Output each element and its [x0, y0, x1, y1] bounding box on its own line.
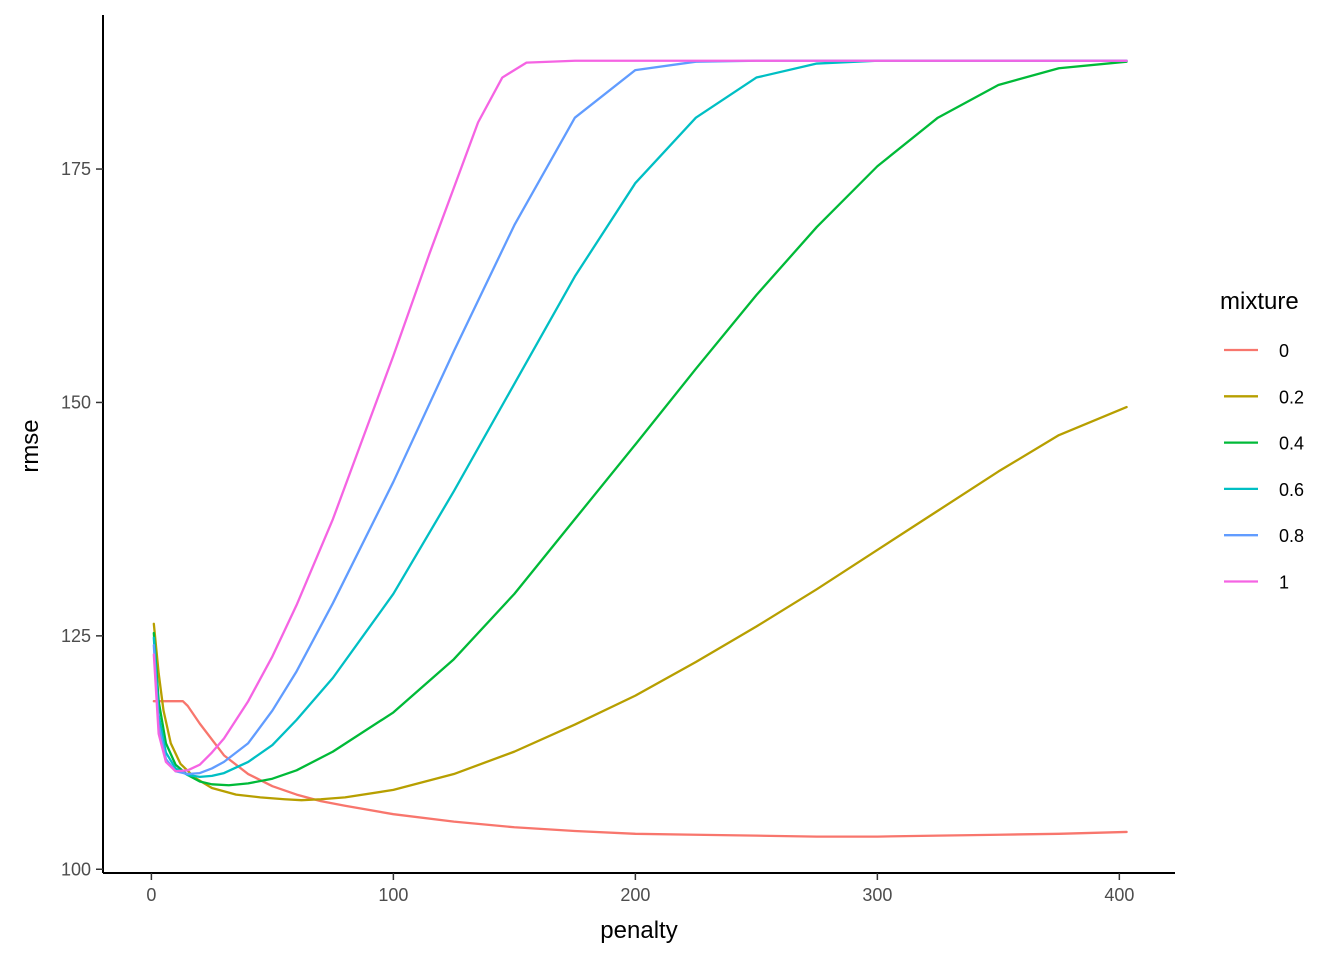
plot-lines — [152, 59, 1128, 838]
x-tick-label: 100 — [378, 885, 408, 905]
legend-item: 0.8 — [1224, 526, 1304, 546]
legend: mixture 0 0.2 0.4 0.6 0.8 1 — [1220, 288, 1304, 593]
legend-label: 1 — [1279, 573, 1289, 593]
series-line-0-2 — [152, 405, 1128, 802]
legend-label: 0.4 — [1279, 434, 1304, 454]
legend-item: 1 — [1224, 573, 1289, 593]
y-tick-label: 175 — [61, 159, 91, 179]
y-axis-title: rmse — [17, 419, 44, 472]
legend-item: 0.4 — [1224, 434, 1304, 454]
x-tick-label: 300 — [862, 885, 892, 905]
legend-title: mixture — [1220, 288, 1299, 315]
legend-item: 0.6 — [1224, 480, 1304, 500]
series-line-0-6 — [152, 59, 1128, 778]
x-axis-title: penalty — [600, 917, 677, 944]
legend-label: 0.8 — [1279, 526, 1304, 546]
y-axis: 100 125 150 175 — [61, 15, 104, 879]
x-tick-label: 400 — [1104, 885, 1134, 905]
x-tick-label: 0 — [146, 885, 156, 905]
x-tick-label: 200 — [620, 885, 650, 905]
legend-item: 0.2 — [1224, 387, 1304, 407]
y-tick-label: 150 — [61, 392, 91, 412]
y-tick-label: 100 — [61, 859, 91, 879]
series-line-0-8 — [152, 59, 1128, 776]
y-tick-label: 125 — [61, 626, 91, 646]
series-line-1 — [152, 59, 1128, 773]
series-line-0 — [152, 700, 1128, 838]
legend-label: 0.2 — [1279, 387, 1304, 407]
series-line-0-4 — [152, 60, 1128, 787]
legend-label: 0.6 — [1279, 480, 1304, 500]
legend-item: 0 — [1224, 341, 1289, 361]
legend-label: 0 — [1279, 341, 1289, 361]
x-axis: 0 100 200 300 400 — [103, 872, 1175, 905]
